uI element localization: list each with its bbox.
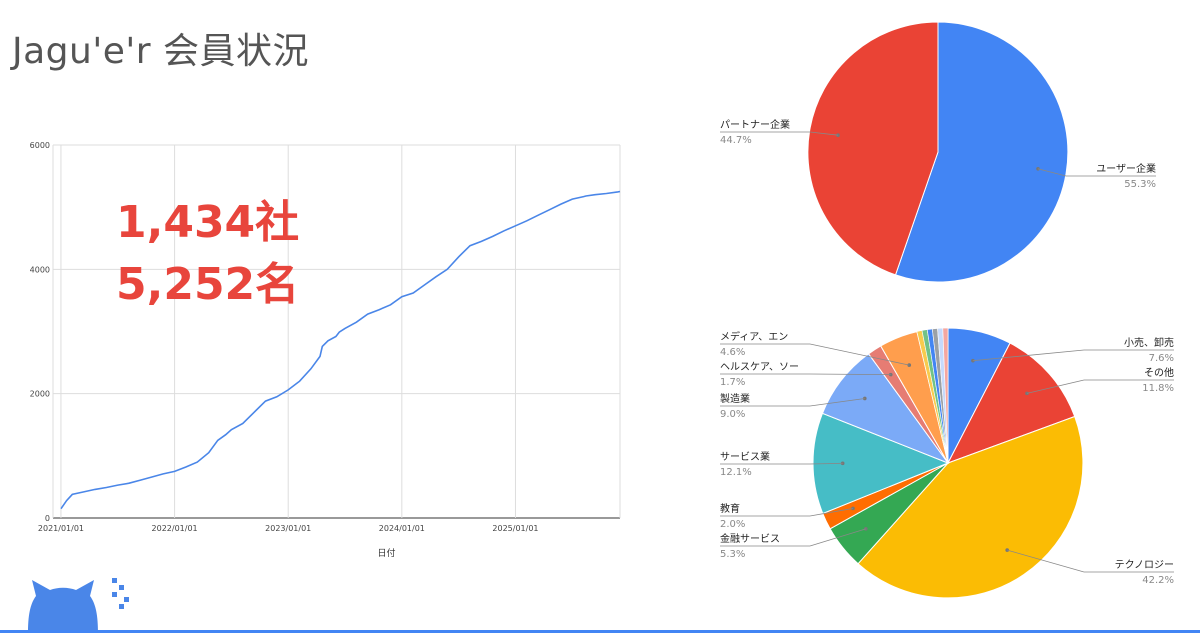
member-type-pie: ユーザー企業 55.3% パートナー企業 44.7%	[720, 21, 1156, 283]
pie-label-dot	[862, 396, 867, 401]
industry-pie: 小売、卸売 7.6% その他 11.8% テクノロジー 42.2% 金融サービス 5.3% 教育…	[720, 327, 1174, 599]
pie-label-dot	[1036, 167, 1040, 171]
stat-companies: 1,434社	[116, 197, 300, 248]
pie-label-name: その他	[1144, 366, 1174, 379]
x-tick-label: 2025/01/01	[492, 524, 538, 533]
membership-line-chart: 0 2000 4000 6000 2021/01/01 2022/01/01 2023/0…	[30, 141, 621, 559]
y-tick-label: 6000	[30, 141, 50, 150]
x-tick-label: 2021/01/01	[38, 524, 84, 533]
pie-label-percent: 55.3%	[1124, 179, 1156, 190]
pie-label-leader	[809, 131, 839, 136]
jaguer-cat-logo	[28, 578, 129, 633]
pie-label-leader	[1037, 168, 1067, 177]
pie-label-percent: 11.8%	[1142, 383, 1174, 394]
pie-slice	[894, 21, 1069, 283]
pie-label-leader	[809, 462, 843, 465]
pie-label-percent: 42.2%	[1142, 575, 1174, 586]
pie-slice	[946, 342, 1076, 464]
bottom-accent-bar	[0, 630, 1200, 633]
y-tick-label: 4000	[30, 265, 50, 274]
pie-label-leader	[972, 349, 1085, 362]
pie-label-name: テクノロジー	[1115, 559, 1174, 571]
pie-label-percent: 2.0%	[720, 519, 745, 530]
pie-slice	[812, 412, 950, 515]
pie-slice	[807, 21, 939, 276]
pie-label-leader	[809, 528, 866, 547]
pie-label-dot	[851, 506, 855, 511]
pie-label-percent: 9.0%	[720, 409, 745, 420]
x-tick-label: 2024/01/01	[379, 524, 425, 533]
pie-label-percent: 44.7%	[720, 135, 752, 146]
pie-label-name: 小売、卸売	[1124, 336, 1174, 349]
x-tick-label: 2023/01/01	[265, 524, 311, 533]
pie-label-percent: 1.7%	[720, 377, 745, 388]
pie-label-leader	[809, 373, 891, 376]
pie-label-name: サービス業	[720, 450, 770, 463]
pie-label-leader	[809, 398, 865, 407]
page-title: Jagu'e'r 会員状況	[12, 31, 310, 72]
pie-label-percent: 7.6%	[1149, 353, 1174, 364]
stat-members: 5,252名	[116, 259, 300, 310]
pie-label-name: 製造業	[720, 392, 750, 405]
member-stats: 1,434社 5,252名	[116, 192, 299, 316]
y-tick-label: 2000	[30, 390, 50, 399]
pie-label-name: ユーザー企業	[1096, 162, 1156, 175]
pie-label-percent: 5.3%	[720, 549, 745, 560]
pie-label-name: ヘルスケア、ソー	[720, 361, 799, 373]
y-tick-label: 0	[45, 514, 50, 523]
pie-label-leader	[1007, 549, 1085, 573]
pie-slice	[857, 415, 1084, 599]
member-count-line	[60, 190, 621, 510]
pie-label-leader	[809, 343, 910, 366]
pie-label-name: メディア、エン	[720, 330, 788, 343]
pie-label-leader	[809, 508, 854, 517]
pie-label-name: 金融サービス	[720, 532, 780, 545]
pie-label-percent: 4.6%	[720, 347, 745, 358]
pie-slice-small	[942, 327, 949, 464]
pie-label-leader	[1026, 379, 1085, 394]
x-tick-label: 2022/01/01	[152, 524, 198, 533]
pie-label-dot	[1005, 548, 1009, 552]
pie-label-name: 教育	[720, 502, 740, 515]
pie-label-percent: 12.1%	[720, 467, 752, 478]
pie-label-name: パートナー企業	[720, 118, 790, 131]
x-axis-title: 日付	[377, 548, 395, 559]
